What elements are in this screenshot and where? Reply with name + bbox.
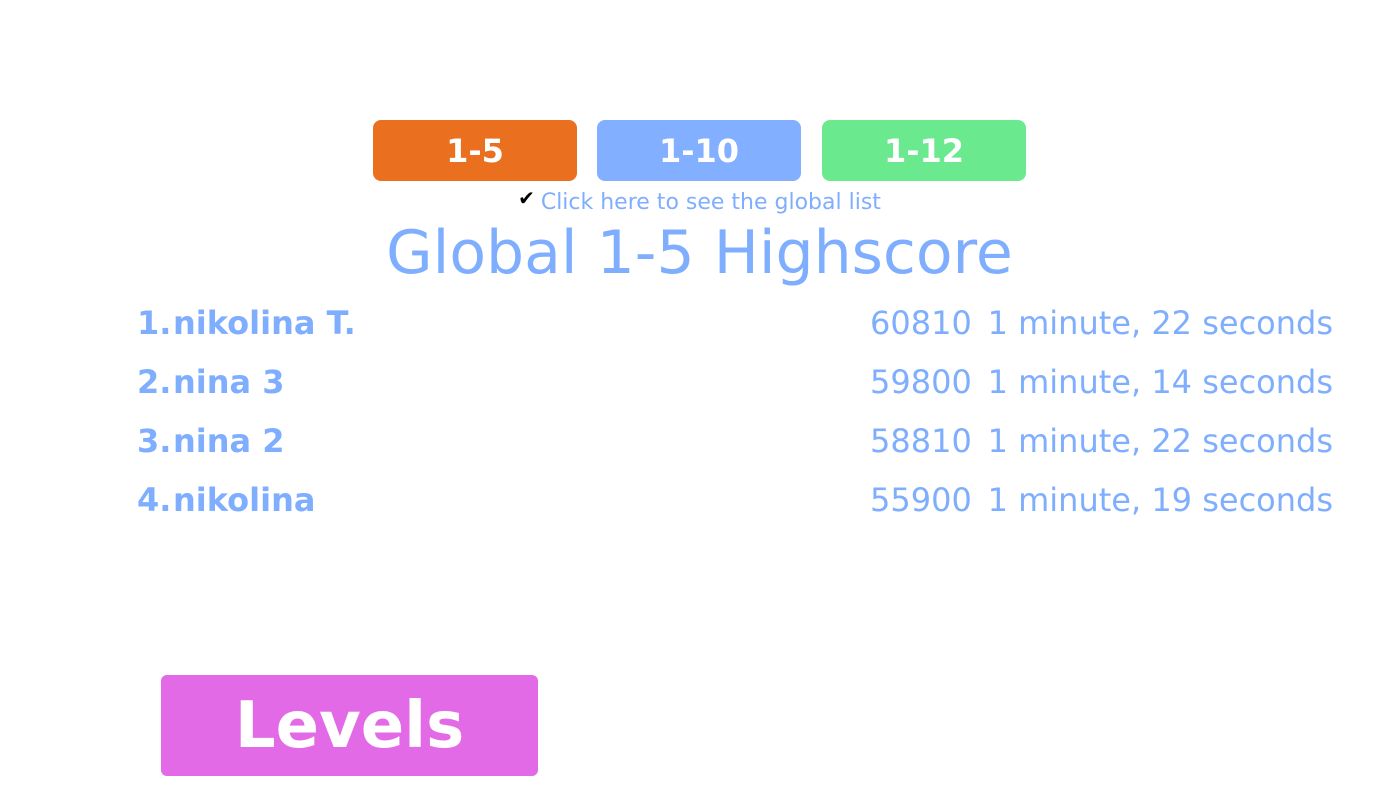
time: 1 minute, 14 seconds [987, 363, 1333, 401]
rank: 2. [137, 363, 172, 401]
rank: 4. [137, 481, 172, 519]
rank: 3. [137, 422, 172, 460]
levels-button[interactable]: Levels [161, 675, 538, 776]
score-row: 4. nikolina 55900 1 minute, 19 seconds [137, 481, 1333, 531]
score-row: 3. nina 2 58810 1 minute, 22 seconds [137, 422, 1333, 472]
tab-1-12[interactable]: 1-12 [822, 120, 1026, 181]
score-row: 1. nikolina T. 60810 1 minute, 22 seconds [137, 304, 1333, 354]
player-name: nina 2 [173, 422, 285, 460]
score: 55900 [870, 481, 972, 519]
player-name: nikolina [173, 481, 316, 519]
score: 59800 [870, 363, 972, 401]
player-name: nina 3 [173, 363, 285, 401]
global-list-toggle[interactable]: ✔ Click here to see the global list [0, 186, 1399, 215]
checkmark-icon[interactable]: ✔ [518, 186, 535, 210]
tab-1-5[interactable]: 1-5 [373, 120, 577, 181]
tab-1-10[interactable]: 1-10 [597, 120, 801, 181]
score-row: 2. nina 3 59800 1 minute, 14 seconds [137, 363, 1333, 413]
time: 1 minute, 19 seconds [987, 481, 1333, 519]
global-list-label[interactable]: Click here to see the global list [540, 190, 881, 215]
time: 1 minute, 22 seconds [987, 304, 1333, 342]
time: 1 minute, 22 seconds [987, 422, 1333, 460]
score: 58810 [870, 422, 972, 460]
page-title: Global 1-5 Highscore [386, 218, 1013, 288]
player-name: nikolina T. [173, 304, 356, 342]
score: 60810 [870, 304, 972, 342]
rank: 1. [137, 304, 172, 342]
